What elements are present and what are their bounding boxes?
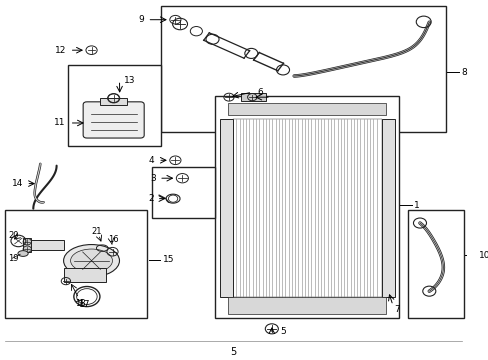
Text: 18: 18 bbox=[75, 299, 86, 308]
Text: 1: 1 bbox=[413, 201, 419, 210]
Bar bbox=[227, 103, 386, 116]
Text: 19: 19 bbox=[8, 255, 19, 264]
Text: 11: 11 bbox=[54, 118, 66, 127]
Bar bbox=[381, 119, 394, 297]
Text: 5: 5 bbox=[280, 327, 285, 336]
Text: 15: 15 bbox=[163, 255, 174, 264]
Text: 14: 14 bbox=[12, 179, 23, 188]
Bar bbox=[232, 119, 381, 297]
Bar bbox=[219, 119, 232, 297]
Ellipse shape bbox=[70, 249, 112, 273]
Text: 8: 8 bbox=[460, 68, 466, 77]
Text: 5: 5 bbox=[230, 347, 236, 357]
FancyBboxPatch shape bbox=[83, 102, 144, 138]
Bar bbox=[215, 96, 398, 318]
Text: 16: 16 bbox=[108, 235, 118, 244]
Bar bbox=[152, 167, 215, 218]
Bar bbox=[161, 6, 445, 132]
Text: 17: 17 bbox=[79, 300, 90, 309]
Text: 4: 4 bbox=[148, 156, 154, 165]
Bar bbox=[68, 65, 161, 146]
Text: 6: 6 bbox=[256, 87, 262, 96]
Bar bbox=[240, 93, 265, 101]
Bar bbox=[26, 240, 63, 250]
Text: 10: 10 bbox=[478, 251, 488, 260]
Bar bbox=[407, 211, 463, 318]
Ellipse shape bbox=[18, 251, 28, 256]
Bar bbox=[63, 268, 105, 282]
Bar bbox=[5, 211, 147, 318]
Text: 12: 12 bbox=[55, 46, 66, 55]
Text: 2: 2 bbox=[147, 194, 153, 203]
Text: 3: 3 bbox=[150, 174, 156, 183]
Text: 20: 20 bbox=[8, 231, 19, 240]
Text: 21: 21 bbox=[91, 228, 102, 237]
Text: 13: 13 bbox=[124, 76, 135, 85]
Text: 7: 7 bbox=[393, 305, 399, 314]
Bar bbox=[227, 297, 386, 315]
Bar bbox=[100, 98, 127, 105]
Ellipse shape bbox=[63, 244, 119, 277]
Bar bbox=[23, 238, 31, 252]
Text: 9: 9 bbox=[138, 15, 144, 24]
